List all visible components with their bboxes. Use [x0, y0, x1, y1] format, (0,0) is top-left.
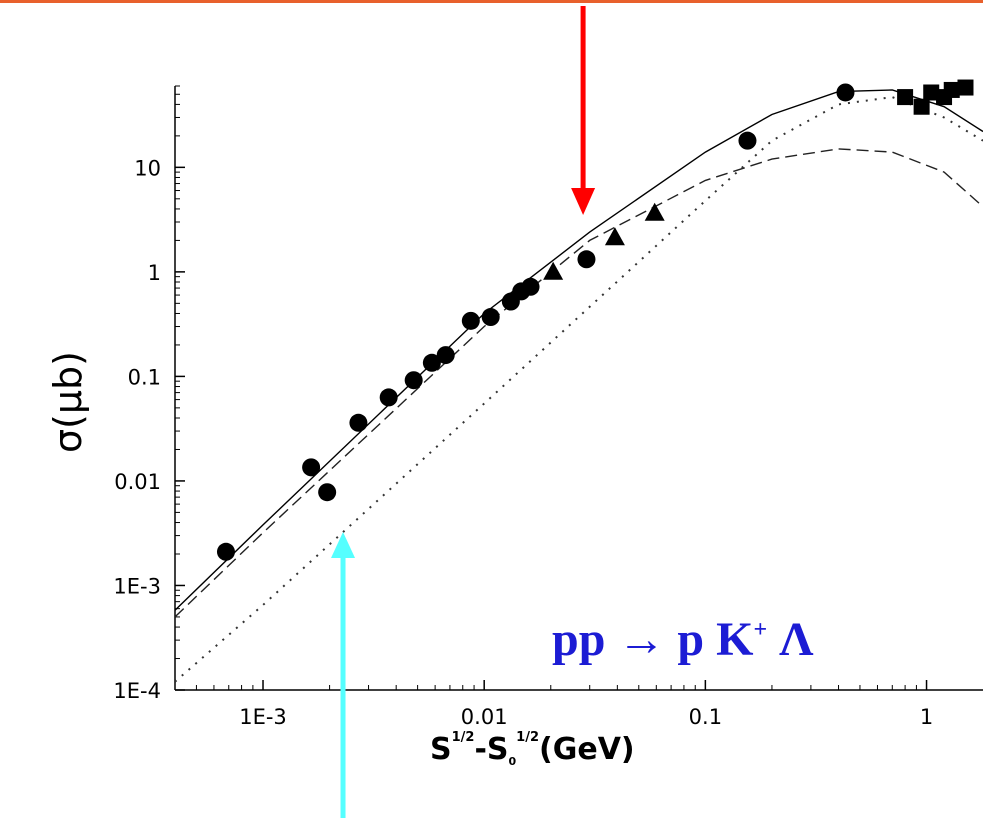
data-point-circle: [461, 311, 480, 330]
data-point-triangle: [543, 261, 564, 280]
data-point-circle: [349, 413, 368, 432]
data-point-triangle: [644, 202, 665, 221]
reaction-arrow: →: [617, 613, 666, 666]
reaction-proton: p: [677, 613, 705, 666]
y-tick-label: 1E-3: [113, 574, 161, 598]
reaction-kaon: K: [716, 613, 754, 666]
dashed-model-curve: [175, 148, 983, 618]
y-tick-label: 0.1: [128, 365, 161, 389]
dotted-model-curve: [175, 96, 983, 683]
arrow-red-head: [571, 188, 596, 215]
data-point-circle: [436, 346, 455, 365]
x-tick-label: 0.01: [461, 705, 508, 729]
reaction-kaon-charge: +: [753, 617, 768, 643]
data-point-circle: [379, 388, 398, 407]
axes: 1E-3 0.01 0.1 1 1E-4 1E-3 0.01 0.1 1 10: [113, 85, 983, 729]
y-tick-label: 0.01: [114, 470, 161, 494]
top-rule: [0, 0, 983, 3]
data-point-circle: [404, 371, 423, 390]
data-point-circle: [422, 353, 441, 372]
x-tick-label: 0.1: [689, 705, 722, 729]
reaction-label: pp → p K+ Λ: [552, 612, 814, 667]
model-curves: [175, 89, 983, 683]
data-point-circle: [521, 277, 540, 296]
data-point-circle: [302, 458, 321, 477]
x-axis-label-sub0: 0: [508, 755, 517, 768]
arrow-cyan-head: [331, 532, 356, 558]
x-tick-label: 1E-3: [239, 705, 287, 729]
data-point-circle: [216, 542, 235, 561]
data-point-square: [923, 84, 940, 101]
data-point-triangle: [604, 227, 625, 246]
y-tick-label: 1E-4: [113, 679, 161, 703]
x-axis-label-exp1: 1/2: [451, 730, 475, 745]
x-axis-label: S1/2-S01/2(GeV): [430, 730, 635, 768]
data-point-circle: [481, 308, 500, 327]
x-axis-label-exp2: 1/2: [516, 730, 540, 745]
x-axis-label-s: S: [430, 732, 452, 767]
data-point-circle: [836, 83, 855, 102]
x-tick-label: 1: [920, 705, 933, 729]
y-tick-label: 1: [148, 261, 161, 285]
x-axis-label-s0: -S: [474, 732, 509, 767]
data-point-circle: [738, 131, 757, 150]
solid-model-curve: [175, 89, 983, 611]
data-point-circle: [318, 483, 337, 502]
x-axis-label-unit: (GeV): [539, 732, 635, 767]
y-axis-label: σ(μb): [46, 350, 90, 454]
arrows: [331, 6, 596, 818]
data-point-square: [943, 81, 960, 98]
data-point-square: [957, 79, 974, 96]
data-point-circle: [577, 250, 596, 269]
data-point-square: [897, 89, 914, 106]
data-point-square: [913, 98, 930, 115]
reaction-lambda: Λ: [779, 613, 814, 666]
data-points: [216, 79, 974, 561]
reaction-lhs: pp: [552, 613, 606, 666]
y-tick-label: 10: [134, 156, 161, 180]
